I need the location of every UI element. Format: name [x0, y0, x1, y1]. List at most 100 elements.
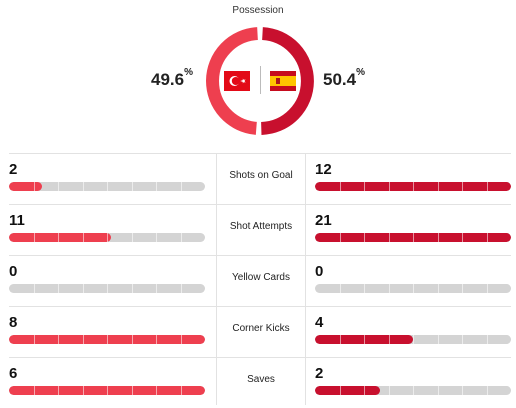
bar-segment-divider [82, 233, 84, 242]
bar-segment-divider [339, 284, 341, 293]
stat-row: 0 0 Yellow Cards [0, 256, 516, 306]
stat-away-value: 4 [315, 314, 324, 331]
bar-segment-divider [33, 386, 35, 395]
stat-home-bar [9, 233, 205, 242]
stat-row: 8 4 Corner Kicks [0, 307, 516, 357]
bar-segment-divider [364, 233, 365, 242]
bar-segment-divider [437, 386, 439, 395]
bar-segment-divider [131, 335, 133, 344]
bar-segment-divider [156, 182, 157, 191]
bar-segment-divider [486, 284, 488, 293]
possession-away-unit: % [356, 67, 365, 78]
bar-segment-divider [413, 182, 414, 191]
possession-home-number: 49.6 [151, 70, 185, 89]
bar-segment-divider [180, 386, 182, 395]
flag-divider [260, 66, 261, 94]
stat-home-bar-fill [9, 182, 43, 191]
bar-segment-divider [82, 182, 84, 191]
bar-segment-divider [156, 335, 157, 344]
bar-segment-divider [131, 182, 133, 191]
bar-segment-divider [33, 182, 35, 191]
bar-segment-divider [388, 386, 390, 395]
section-divider [9, 153, 511, 154]
bar-segment-divider [462, 335, 463, 344]
stat-label: Shots on Goal [229, 170, 293, 181]
row-divider [9, 204, 511, 205]
bar-segment-divider [486, 386, 488, 395]
bar-segment-divider [364, 386, 365, 395]
possession-home-unit: % [184, 67, 193, 78]
bar-segment-divider [339, 233, 341, 242]
bar-segment-divider [58, 284, 59, 293]
stat-label: Corner Kicks [232, 323, 290, 334]
bar-segment-divider [131, 233, 133, 242]
stat-home-bar-fill [9, 233, 111, 242]
stat-away-value: 0 [315, 263, 324, 280]
bar-segment-divider [437, 233, 439, 242]
row-divider [9, 357, 511, 358]
bar-segment-divider [364, 182, 365, 191]
bar-segment-divider [339, 335, 341, 344]
possession-title: Possession [232, 5, 284, 16]
bar-segment-divider [462, 233, 463, 242]
bar-segment-divider [58, 182, 59, 191]
bar-segment-divider [180, 182, 182, 191]
bar-segment-divider [131, 284, 133, 293]
row-divider [9, 306, 511, 307]
bar-segment-divider [339, 182, 341, 191]
spain-flag-icon [270, 71, 296, 91]
bar-segment-divider [180, 233, 182, 242]
stat-home-bar [9, 284, 205, 293]
bar-segment-divider [413, 233, 414, 242]
bar-segment-divider [437, 284, 439, 293]
possession-away-value: 50.4% [323, 67, 365, 90]
bar-segment-divider [58, 335, 59, 344]
turkey-flag-icon [224, 71, 250, 91]
stat-home-value: 11 [9, 212, 25, 229]
stat-away-bar [315, 335, 511, 344]
bar-segment-divider [388, 335, 390, 344]
possession-arc-home [206, 27, 259, 135]
stat-label: Saves [247, 374, 275, 385]
stat-home-value: 0 [9, 263, 18, 280]
bar-segment-divider [33, 284, 35, 293]
stat-home-bar [9, 386, 205, 395]
column-divider-right [305, 154, 306, 405]
possession-home-value: 49.6% [151, 67, 193, 90]
stat-away-value: 12 [315, 161, 332, 178]
stat-label: Shot Attempts [229, 221, 293, 232]
bar-segment-divider [437, 335, 439, 344]
bar-segment-divider [107, 182, 108, 191]
stat-home-bar [9, 335, 205, 344]
stat-row: 11 21 Shot Attempts [0, 205, 516, 255]
bar-segment-divider [364, 284, 365, 293]
column-divider-left [216, 154, 217, 405]
bar-segment-divider [388, 182, 390, 191]
bar-segment-divider [82, 335, 84, 344]
stat-away-bar [315, 386, 511, 395]
bar-segment-divider [413, 335, 414, 344]
bar-segment-divider [58, 233, 59, 242]
row-divider [9, 255, 511, 256]
stat-away-bar [315, 182, 511, 191]
stat-row: 2 12 Shots on Goal [0, 154, 516, 204]
stat-home-bar [9, 182, 205, 191]
bar-segment-divider [156, 233, 157, 242]
bar-segment-divider [156, 284, 157, 293]
bar-segment-divider [180, 335, 182, 344]
bar-segment-divider [364, 335, 365, 344]
possession-arc-away [260, 27, 314, 135]
stat-home-value: 6 [9, 365, 18, 382]
bar-segment-divider [82, 386, 84, 395]
bar-segment-divider [486, 335, 488, 344]
bar-segment-divider [58, 386, 59, 395]
bar-segment-divider [107, 284, 108, 293]
bar-segment-divider [107, 386, 108, 395]
bar-segment-divider [413, 284, 414, 293]
bar-segment-divider [107, 233, 108, 242]
bar-segment-divider [388, 284, 390, 293]
stat-home-value: 2 [9, 161, 18, 178]
bar-segment-divider [107, 335, 108, 344]
bar-segment-divider [339, 386, 341, 395]
bar-segment-divider [413, 386, 414, 395]
